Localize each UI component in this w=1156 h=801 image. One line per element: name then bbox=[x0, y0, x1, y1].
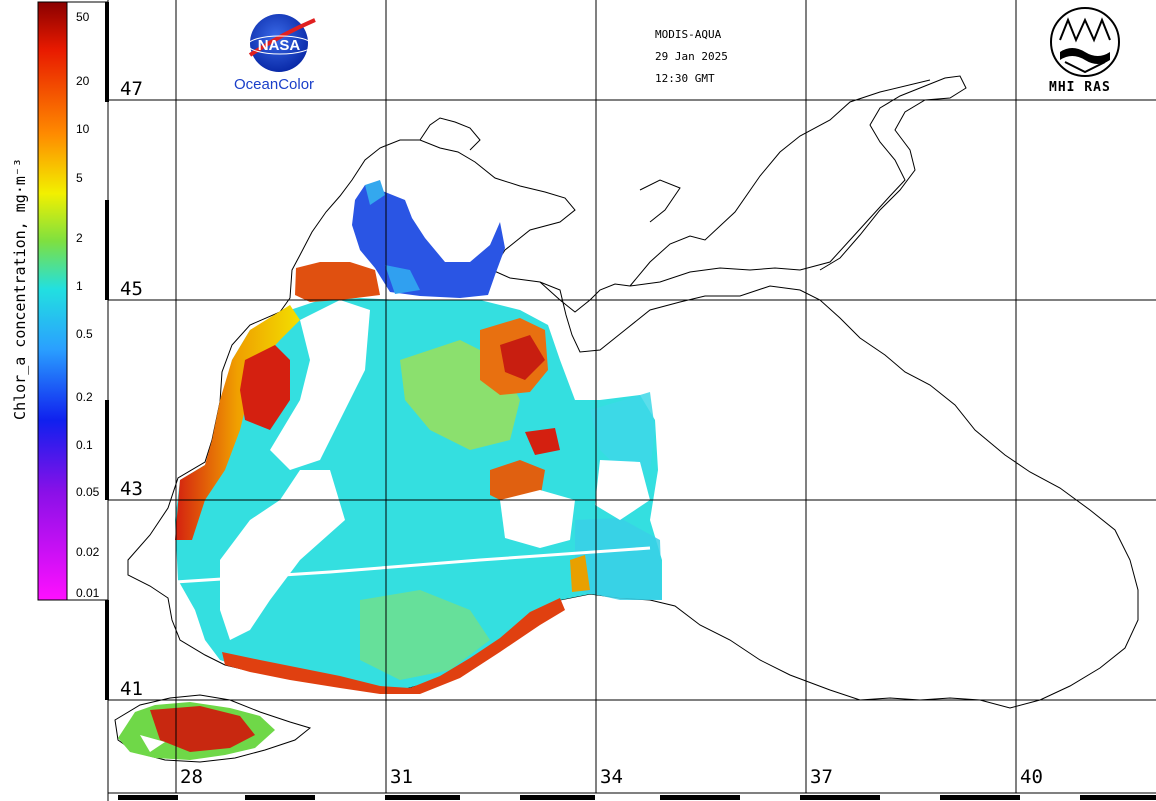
mhi-logo bbox=[1050, 7, 1120, 77]
colorbar-gradient bbox=[37, 1, 68, 601]
colorbar-tick: 1 bbox=[76, 279, 83, 293]
colorbar-tick: 0.1 bbox=[76, 438, 93, 452]
latitude-label: 45 bbox=[120, 278, 143, 300]
latitude-label: 47 bbox=[120, 78, 143, 100]
colorbar-tick: 10 bbox=[76, 122, 90, 136]
longitude-label: 31 bbox=[390, 766, 413, 788]
longitude-label: 37 bbox=[810, 766, 833, 788]
chlorophyll-data bbox=[118, 180, 662, 760]
colorbar-tick: 50 bbox=[76, 10, 90, 24]
colorbar-tick: 0.02 bbox=[76, 545, 100, 559]
acquisition-time: 12:30 GMT bbox=[655, 72, 715, 85]
longitude-label: 28 bbox=[180, 766, 203, 788]
sensor-name: MODIS-AQUA bbox=[655, 28, 722, 41]
latitude-label: 43 bbox=[120, 478, 143, 500]
colorbar-frame bbox=[66, 1, 109, 601]
colorbar-tick: 0.2 bbox=[76, 390, 93, 404]
mhi-ras-caption: MHI RAS bbox=[1049, 80, 1111, 95]
grid bbox=[108, 0, 1156, 793]
colorbar-tick: 0.5 bbox=[76, 327, 93, 341]
colorbar-tick: 0.01 bbox=[76, 586, 100, 600]
latitude-label: 41 bbox=[120, 678, 143, 700]
colorbar-tick: 20 bbox=[76, 74, 90, 88]
nasa-logo: NASA bbox=[247, 14, 316, 72]
colorbar bbox=[37, 1, 109, 601]
left-scale-bar bbox=[105, 0, 109, 801]
longitude-label: 40 bbox=[1020, 766, 1043, 788]
colorbar-title: Chlor_a concentration, mg·m⁻³ bbox=[11, 158, 29, 420]
colorbar-tick: 2 bbox=[76, 231, 83, 245]
bottom-scale-bar bbox=[108, 792, 1156, 800]
acquisition-info: MODIS-AQUA 29 Jan 2025 12:30 GMT bbox=[655, 24, 728, 90]
longitude-label: 34 bbox=[600, 766, 623, 788]
acquisition-date: 29 Jan 2025 bbox=[655, 50, 728, 63]
colorbar-tick: 0.05 bbox=[76, 485, 100, 499]
colorbar-tick: 5 bbox=[76, 171, 83, 185]
oceancolor-caption: OceanColor bbox=[234, 76, 315, 93]
nasa-logo-text: NASA bbox=[258, 37, 301, 54]
